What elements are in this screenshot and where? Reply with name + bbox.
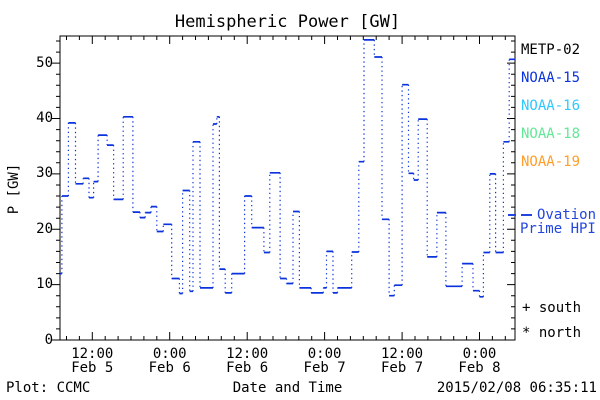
x-tick-time: 12:00 — [226, 346, 269, 362]
ovation-line-sample-dash-1 — [508, 214, 516, 216]
timestamp: 2015/02/08 06:35:11 — [436, 380, 597, 396]
hpi-step-curve — [60, 39, 515, 298]
y-tick-label: 50 — [36, 54, 53, 71]
x-tick-time: 12:00 — [380, 346, 424, 362]
x-tick-date: Feb 6 — [148, 360, 191, 376]
x-tick-time: 0:00 — [307, 346, 342, 362]
x-tick-label: 12:00 Feb 7 — [364, 347, 440, 375]
y-tick-label: 40 — [36, 110, 53, 126]
south-marker-icon: + — [522, 300, 531, 316]
legend-north: * north — [522, 325, 581, 341]
x-tick-time: 0:00 — [152, 346, 187, 362]
x-tick-date: Feb 5 — [71, 360, 114, 376]
north-label: north — [538, 325, 582, 341]
legend-item-noaa-19: NOAA-19 — [521, 154, 581, 170]
south-label: south — [538, 300, 582, 316]
x-tick-date: Feb 6 — [226, 360, 269, 376]
legend-item-noaa-18: NOAA-18 — [521, 126, 581, 142]
legend-ovation-line-2: Prime HPI — [520, 221, 596, 237]
legend-item-metp-02: METP-02 — [521, 42, 581, 58]
x-tick-label: 0:00 Feb 6 — [132, 347, 208, 375]
x-tick-label: 12:00 Feb 6 — [209, 347, 285, 375]
x-tick-time: 0:00 — [462, 346, 497, 362]
page-title: Hemispheric Power [GW] — [174, 12, 401, 32]
y-tick-label: 30 — [36, 165, 53, 182]
x-tick-label: 0:00 Feb 7 — [287, 347, 363, 375]
y-tick-label: 10 — [36, 276, 53, 293]
legend-item-noaa-16: NOAA-16 — [521, 98, 581, 114]
legend-south: + south — [522, 300, 581, 316]
ovation-line-sample-dash-2 — [521, 214, 532, 216]
x-axis-label: Date and Time — [232, 380, 343, 396]
axis-ticks — [52, 36, 515, 341]
y-tick-label: 20 — [36, 220, 53, 237]
x-tick-time: 12:00 — [71, 346, 114, 362]
hpi-step-connectors — [61, 39, 510, 297]
x-tick-date: Feb 7 — [303, 360, 346, 376]
x-tick-date: Feb 8 — [458, 360, 501, 376]
legend-ovation-line-1: Ovation — [537, 207, 597, 223]
plot-credit: Plot: CCMC — [6, 380, 91, 396]
x-tick-label: 0:00 Feb 8 — [442, 347, 518, 375]
north-marker-icon: * — [522, 325, 531, 341]
legend-item-noaa-15: NOAA-15 — [521, 70, 581, 86]
x-tick-date: Feb 7 — [380, 360, 424, 376]
x-tick-label: 12:00 Feb 5 — [54, 347, 130, 375]
y-tick-label: 0 — [44, 331, 53, 348]
plot-frame — [59, 35, 516, 341]
